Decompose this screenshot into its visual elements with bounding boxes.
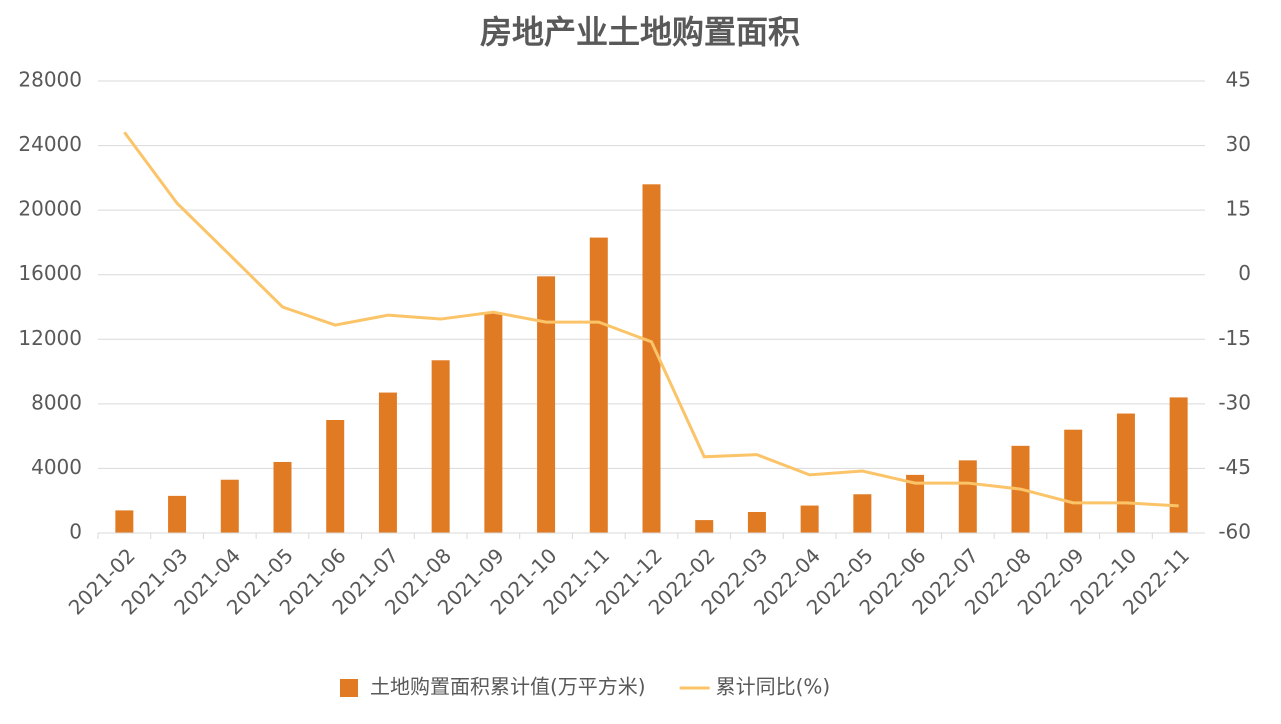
y-tick-label: 20000 bbox=[18, 197, 82, 221]
bar bbox=[220, 479, 239, 533]
bar bbox=[168, 495, 187, 533]
bar bbox=[273, 461, 292, 533]
bar bbox=[431, 360, 450, 533]
y2-tick-label: -15 bbox=[1218, 326, 1251, 350]
legend-label: 土地购置面积累计值(万平方米) bbox=[370, 675, 646, 699]
y-tick-label: 8000 bbox=[31, 390, 82, 414]
bar bbox=[747, 512, 766, 533]
bar bbox=[1116, 413, 1135, 533]
bar bbox=[1064, 429, 1083, 533]
y2-tick-label: 45 bbox=[1226, 68, 1251, 92]
y2-tick-label: 0 bbox=[1238, 261, 1251, 285]
bar bbox=[958, 460, 977, 533]
y-tick-label: 12000 bbox=[18, 326, 82, 350]
bar bbox=[326, 420, 345, 533]
bar bbox=[115, 510, 134, 533]
bar bbox=[1169, 397, 1188, 533]
legend-swatch bbox=[340, 679, 358, 697]
bar bbox=[642, 184, 661, 534]
y-tick-label: 24000 bbox=[18, 132, 82, 156]
chart-title: 房地产业土地购置面积 bbox=[480, 13, 800, 51]
bar bbox=[378, 392, 397, 533]
bar bbox=[800, 505, 819, 533]
bar bbox=[589, 237, 608, 534]
bar bbox=[537, 276, 556, 533]
bar bbox=[853, 494, 872, 533]
y-tick-label: 28000 bbox=[18, 68, 82, 92]
y-tick-label: 0 bbox=[69, 520, 82, 544]
y2-tick-label: 30 bbox=[1226, 132, 1251, 156]
y-tick-label: 4000 bbox=[31, 455, 82, 479]
bar bbox=[695, 520, 714, 533]
legend-label: 累计同比(%) bbox=[716, 675, 831, 699]
y2-tick-label: -45 bbox=[1218, 455, 1251, 479]
y2-tick-label: -30 bbox=[1218, 390, 1251, 414]
bar bbox=[484, 313, 503, 533]
y2-tick-label: -60 bbox=[1218, 520, 1251, 544]
bar bbox=[906, 474, 925, 533]
y-tick-label: 16000 bbox=[18, 261, 82, 285]
y2-tick-label: 15 bbox=[1226, 197, 1251, 221]
line bbox=[123, 131, 1179, 508]
